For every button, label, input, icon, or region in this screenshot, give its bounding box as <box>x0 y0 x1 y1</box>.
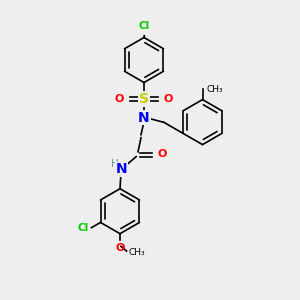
Text: N: N <box>116 162 127 176</box>
Text: Cl: Cl <box>138 21 150 31</box>
Text: S: S <box>139 92 149 106</box>
Text: Cl: Cl <box>77 223 88 233</box>
Text: O: O <box>115 94 124 104</box>
Text: O: O <box>158 149 167 159</box>
Text: N: N <box>138 111 150 124</box>
Text: CH₃: CH₃ <box>206 85 223 94</box>
Text: CH₃: CH₃ <box>128 248 145 257</box>
Text: O: O <box>115 243 125 253</box>
Text: O: O <box>164 94 173 104</box>
Text: H: H <box>111 159 119 169</box>
